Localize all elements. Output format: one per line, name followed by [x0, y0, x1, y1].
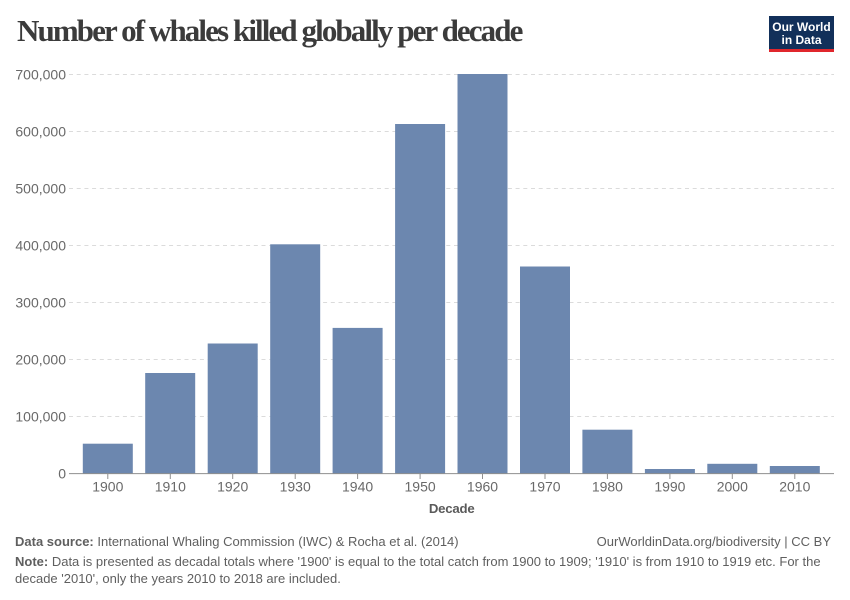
svg-text:1980: 1980 — [592, 479, 623, 495]
svg-text:500,000: 500,000 — [15, 181, 66, 197]
svg-text:1960: 1960 — [467, 479, 498, 495]
svg-text:100,000: 100,000 — [15, 409, 66, 425]
svg-text:2010: 2010 — [779, 479, 810, 495]
svg-text:1920: 1920 — [217, 479, 248, 495]
svg-text:1900: 1900 — [92, 479, 123, 495]
svg-text:300,000: 300,000 — [15, 295, 66, 311]
svg-text:700,000: 700,000 — [15, 67, 66, 83]
svg-text:1910: 1910 — [155, 479, 186, 495]
svg-text:1930: 1930 — [280, 479, 311, 495]
svg-text:1990: 1990 — [654, 479, 685, 495]
svg-text:0: 0 — [58, 466, 66, 482]
svg-text:200,000: 200,000 — [15, 352, 66, 368]
svg-text:2000: 2000 — [717, 479, 748, 495]
svg-text:600,000: 600,000 — [15, 124, 66, 140]
svg-text:400,000: 400,000 — [15, 238, 66, 254]
svg-text:1940: 1940 — [342, 479, 373, 495]
svg-text:1950: 1950 — [405, 479, 436, 495]
svg-text:Decade: Decade — [429, 501, 475, 516]
svg-text:1970: 1970 — [529, 479, 560, 495]
